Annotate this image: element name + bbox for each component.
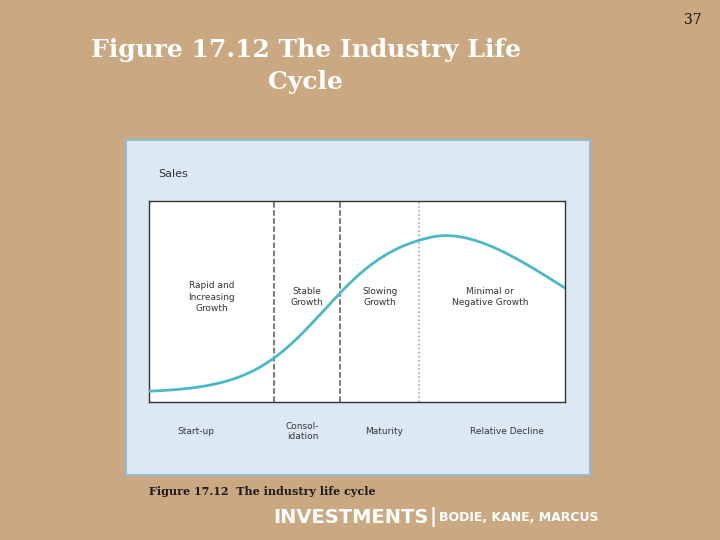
Text: Sales: Sales — [158, 169, 188, 179]
Text: INVESTMENTS: INVESTMENTS — [273, 508, 428, 526]
Text: |: | — [430, 507, 437, 527]
Text: Minimal or
Negative Growth: Minimal or Negative Growth — [451, 287, 528, 307]
Text: 37: 37 — [685, 14, 702, 28]
Text: Figure 17.12  The industry life cycle: Figure 17.12 The industry life cycle — [149, 486, 376, 497]
Text: Figure 17.12 The Industry Life
Cycle: Figure 17.12 The Industry Life Cycle — [91, 38, 521, 94]
Text: Rapid and
Increasing
Growth: Rapid and Increasing Growth — [188, 281, 235, 313]
Text: Stable
Growth: Stable Growth — [291, 287, 323, 307]
Text: Consol-
idation: Consol- idation — [286, 422, 319, 441]
Text: Slowing
Growth: Slowing Growth — [362, 287, 397, 307]
Text: BODIE, KANE, MARCUS: BODIE, KANE, MARCUS — [439, 510, 599, 524]
Text: Start-up: Start-up — [177, 427, 214, 436]
Text: Maturity: Maturity — [365, 427, 402, 436]
Text: Relative Decline: Relative Decline — [470, 427, 544, 436]
